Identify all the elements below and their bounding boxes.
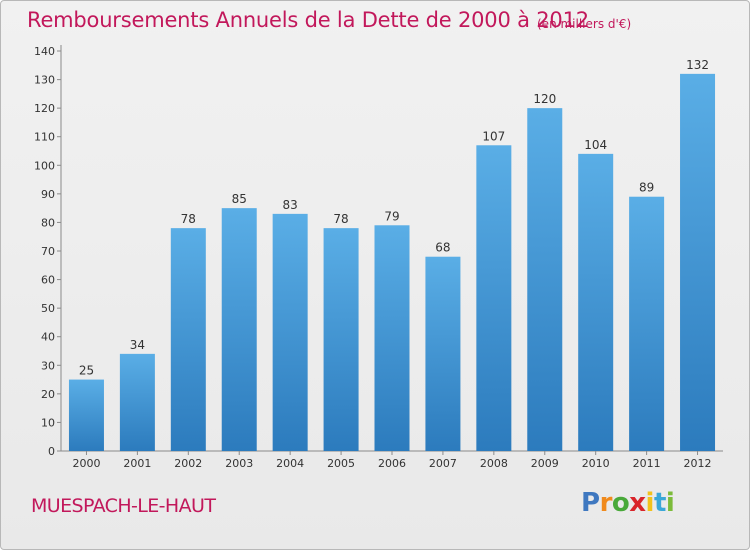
logo-letter: o <box>611 488 630 518</box>
data-label: 89 <box>639 181 654 195</box>
x-tick-label: 2010 <box>582 457 610 470</box>
x-tick-label: 2009 <box>531 457 559 470</box>
data-label: 68 <box>435 241 450 255</box>
logo-letter: i <box>665 488 675 518</box>
y-tick-label: 120 <box>34 102 55 115</box>
y-tick-label: 90 <box>41 188 55 201</box>
commune-name: MUESPACH-LE-HAUT <box>31 495 216 517</box>
x-tick-label: 2005 <box>327 457 355 470</box>
bar <box>119 353 155 451</box>
bar <box>527 108 563 452</box>
data-label: 34 <box>130 338 145 352</box>
bar <box>170 228 206 451</box>
x-tick-label: 2011 <box>633 457 661 470</box>
x-tick-label: 2001 <box>123 457 151 470</box>
chart-title: Remboursements Annuels de la Dette de 20… <box>27 8 589 32</box>
data-label: 104 <box>584 138 607 152</box>
y-tick-label: 20 <box>41 388 55 401</box>
data-label: 25 <box>79 364 94 378</box>
bar <box>476 145 512 452</box>
data-label: 85 <box>232 192 247 206</box>
x-tick-label: 2004 <box>276 457 304 470</box>
y-tick-label: 0 <box>48 445 55 458</box>
bar <box>272 213 308 451</box>
data-label: 83 <box>283 198 298 212</box>
bar <box>629 196 665 451</box>
x-tick-label: 2006 <box>378 457 406 470</box>
bar <box>323 228 359 451</box>
y-tick-label: 60 <box>41 274 55 287</box>
y-tick-label: 70 <box>41 245 55 258</box>
logo-letter: x <box>629 488 646 518</box>
bar <box>578 153 614 451</box>
bar <box>680 73 716 451</box>
bar <box>221 208 257 451</box>
bar <box>425 256 461 451</box>
x-tick-label: 2003 <box>225 457 253 470</box>
y-tick-label: 130 <box>34 74 55 87</box>
x-tick-label: 2012 <box>684 457 712 470</box>
bar <box>68 379 104 451</box>
logo-letter: P <box>581 488 600 518</box>
data-label: 120 <box>533 92 556 106</box>
y-tick-label: 100 <box>34 159 55 172</box>
x-tick-label: 2008 <box>480 457 508 470</box>
data-label: 78 <box>333 212 348 226</box>
data-label: 79 <box>384 209 399 223</box>
y-tick-label: 30 <box>41 359 55 372</box>
logo-letter: t <box>653 488 666 518</box>
proxiti-logo[interactable]: Proxiti <box>581 488 675 518</box>
x-tick-label: 2000 <box>72 457 100 470</box>
x-tick-label: 2002 <box>174 457 202 470</box>
y-tick-label: 40 <box>41 331 55 344</box>
data-label: 132 <box>686 58 709 72</box>
y-tick-label: 50 <box>41 302 55 315</box>
y-tick-label: 80 <box>41 216 55 229</box>
data-label: 78 <box>181 212 196 226</box>
unit-label: (en milliers d'€) <box>537 17 632 31</box>
logo-letter: i <box>645 488 655 518</box>
data-label: 107 <box>482 129 505 143</box>
y-tick-label: 140 <box>34 45 55 58</box>
x-tick-label: 2007 <box>429 457 457 470</box>
y-tick-label: 110 <box>34 131 55 144</box>
bar <box>374 225 410 451</box>
y-tick-label: 10 <box>41 416 55 429</box>
logo-letter: r <box>599 488 613 518</box>
